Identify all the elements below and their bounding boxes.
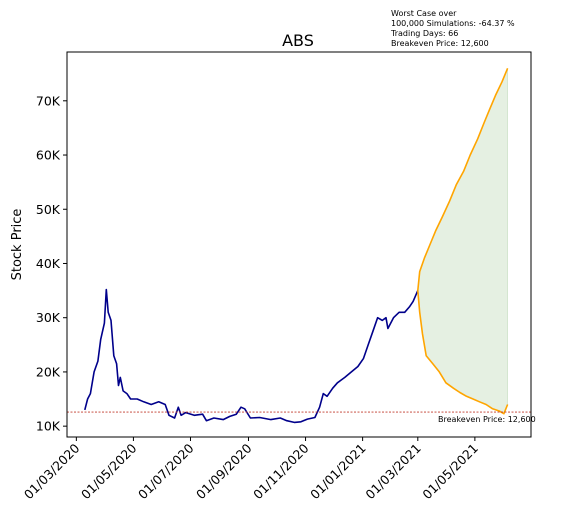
- annotation-line: 100,000 Simulations: -64.37 %: [391, 19, 515, 28]
- annotation-line: Breakeven Price: 12,600: [391, 39, 489, 48]
- x-tick-label: 01/03/2020: [21, 440, 83, 502]
- y-tick-label: 60K: [36, 148, 61, 163]
- annotation-line: Worst Case over: [391, 9, 457, 18]
- x-tick-label: 01/05/2020: [78, 440, 140, 502]
- series-layer: [84, 67, 509, 424]
- series-line-historical: [84, 288, 419, 424]
- y-tick-label: 70K: [36, 93, 61, 108]
- y-axis: 10K 20K 30K 40K 50K 60K 70K: [36, 93, 67, 434]
- y-tick-label: 40K: [36, 256, 61, 271]
- y-tick-label: 30K: [36, 310, 61, 325]
- x-tick-label: 01/05/2021: [419, 441, 481, 503]
- breakeven-label: Breakeven Price: 12,600: [438, 415, 536, 424]
- annotation-line: Trading Days: 66: [390, 29, 458, 38]
- x-axis: 01/03/202001/05/202001/07/202001/09/2020…: [21, 437, 481, 502]
- series-line-lower: [417, 290, 509, 415]
- x-tick-label: 01/11/2020: [250, 440, 312, 502]
- plot-frame: [66, 51, 532, 438]
- x-tick-label: 01/03/2021: [362, 441, 424, 503]
- y-tick-label: 50K: [36, 202, 61, 217]
- x-tick-label: 01/01/2021: [307, 441, 369, 503]
- y-tick-label: 20K: [36, 364, 61, 379]
- simulation-annotation: Worst Case over 100,000 Simulations: -64…: [390, 9, 515, 48]
- x-tick-label: 01/07/2020: [135, 440, 197, 502]
- chart-title: ABS: [282, 31, 314, 50]
- y-tick-label: 10K: [36, 419, 61, 434]
- x-tick-label: 01/09/2020: [193, 440, 255, 502]
- series-line-upper: [417, 67, 509, 291]
- y-axis-label: Stock Price: [10, 209, 25, 281]
